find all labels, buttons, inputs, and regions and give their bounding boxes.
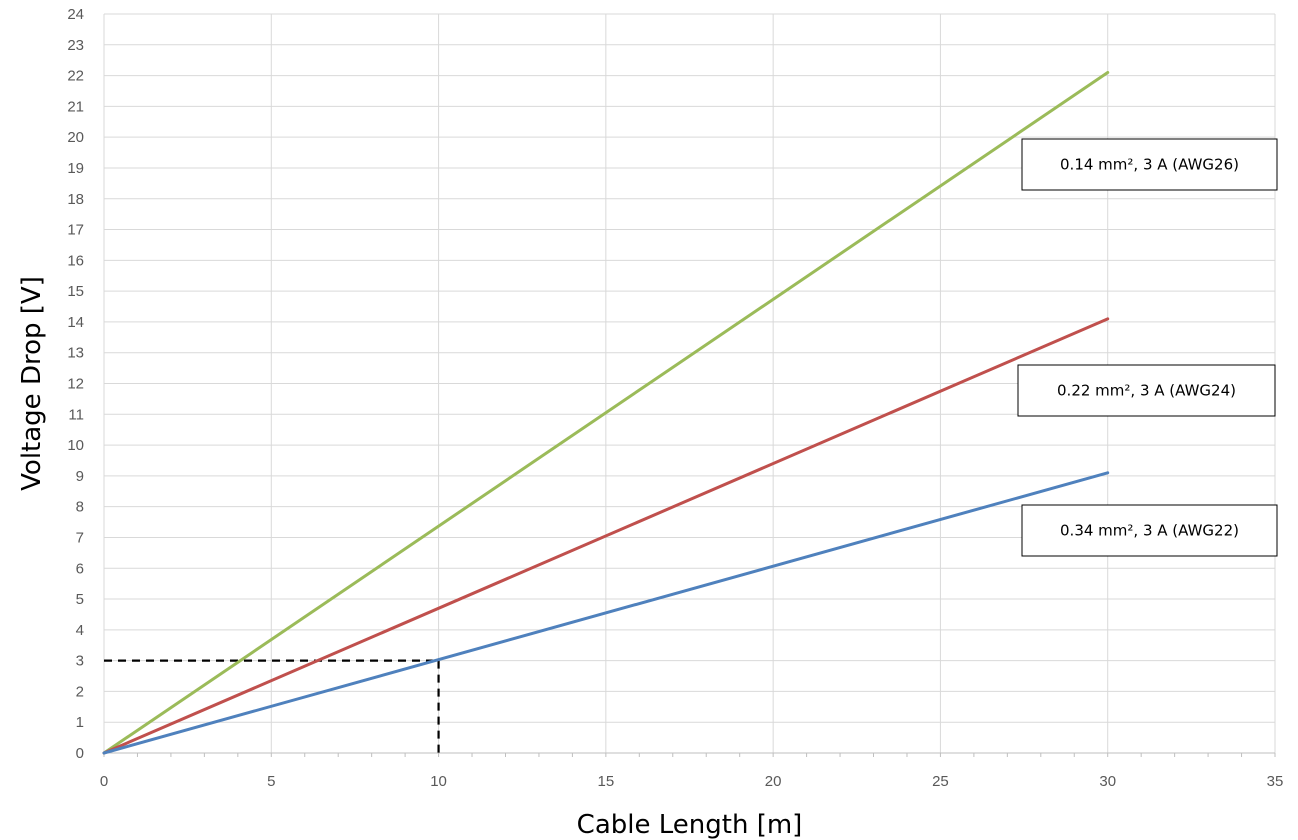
- x-tick-label: 30: [1099, 773, 1116, 790]
- y-tick-label: 12: [67, 376, 84, 393]
- y-tick-label: 8: [76, 499, 84, 516]
- y-tick-label: 5: [76, 591, 84, 608]
- y-tick-label: 4: [76, 622, 84, 639]
- y-tick-label: 18: [67, 191, 84, 208]
- series-labels: 0.14 mm², 3 A (AWG26) 0.22 mm², 3 A (AWG2…: [1017, 138, 1278, 557]
- y-tick-label: 10: [67, 437, 84, 454]
- y-tick-label: 21: [67, 98, 84, 115]
- series-label-awg26: 0.14 mm², 3 A (AWG26): [1021, 138, 1278, 191]
- series-line-awg26: [102, 71, 1110, 755]
- tick-labels: 0123456789101112131415161718192021222324…: [67, 6, 1283, 790]
- series-lines: [102, 71, 1110, 755]
- y-tick-label: 20: [67, 129, 84, 146]
- x-axis-title: Cable Length [m]: [577, 810, 803, 840]
- x-tick-label: 0: [100, 773, 108, 790]
- series-label-text: 0.34 mm², 3 A (AWG22): [1060, 522, 1239, 540]
- y-tick-label: 7: [76, 529, 84, 546]
- y-tick-label: 0: [76, 745, 84, 762]
- y-tick-label: 15: [67, 283, 84, 300]
- y-tick-label: 14: [67, 314, 84, 331]
- grid: [103, 13, 1276, 757]
- x-tick-label: 20: [765, 773, 782, 790]
- y-axis-title: Voltage Drop [V]: [17, 276, 47, 491]
- series-label-text: 0.14 mm², 3 A (AWG26): [1060, 156, 1239, 174]
- y-tick-label: 2: [76, 683, 84, 700]
- y-tick-label: 22: [67, 68, 84, 85]
- series-label-box: [1021, 504, 1278, 557]
- x-tick-label: 35: [1267, 773, 1284, 790]
- x-tick-label: 10: [430, 773, 447, 790]
- y-tick-label: 6: [76, 560, 84, 577]
- x-tick-label: 5: [267, 773, 275, 790]
- reference-lines: [104, 659, 440, 753]
- y-tick-label: 24: [67, 6, 84, 23]
- y-tick-label: 19: [67, 160, 84, 177]
- x-tick-label: 15: [598, 773, 615, 790]
- series-label-text: 0.22 mm², 3 A (AWG24): [1057, 382, 1236, 400]
- series-line-awg24: [102, 317, 1110, 755]
- series-label-box: [1021, 138, 1278, 191]
- x-tick-label: 25: [932, 773, 949, 790]
- series-label-box: [1017, 364, 1276, 417]
- y-tick-label: 23: [67, 37, 84, 54]
- y-tick-label: 16: [67, 252, 84, 269]
- series-label-awg24: 0.22 mm², 3 A (AWG24): [1017, 364, 1276, 417]
- y-tick-label: 13: [67, 345, 84, 362]
- series-label-awg22: 0.34 mm², 3 A (AWG22): [1021, 504, 1278, 557]
- y-tick-label: 3: [76, 653, 84, 670]
- series-line-awg22: [102, 471, 1110, 755]
- y-tick-label: 17: [67, 222, 84, 239]
- y-tick-label: 9: [76, 468, 84, 485]
- y-tick-label: 11: [68, 406, 84, 423]
- y-tick-label: 1: [76, 714, 84, 731]
